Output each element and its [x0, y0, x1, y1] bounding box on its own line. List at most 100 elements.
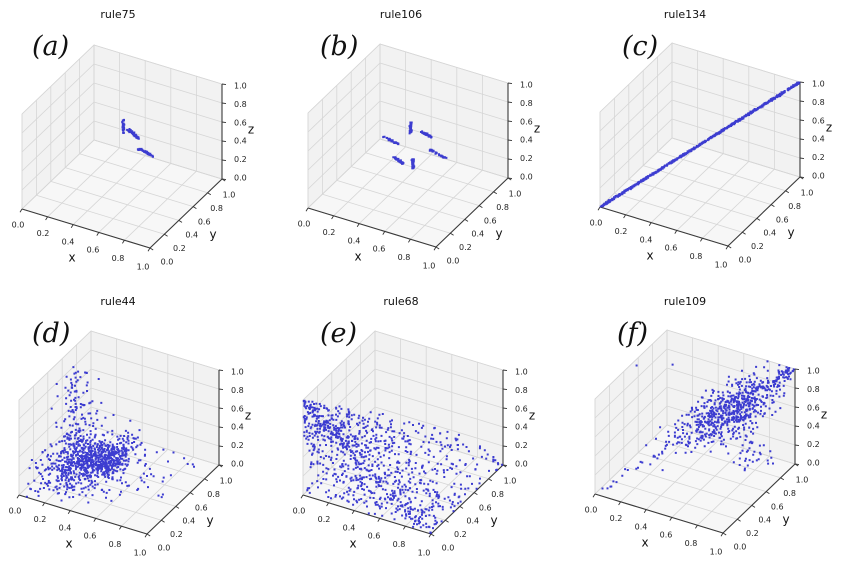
scatter-points [302, 399, 504, 534]
svg-text:0.8: 0.8 [496, 203, 509, 212]
svg-text:1.0: 1.0 [710, 548, 723, 557]
svg-text:z: z [529, 409, 535, 423]
svg-text:1.0: 1.0 [715, 261, 728, 270]
axis-spines [307, 83, 509, 248]
svg-text:1.0: 1.0 [223, 191, 236, 200]
svg-text:0.0: 0.0 [590, 219, 603, 228]
svg-text:z: z [821, 408, 827, 422]
svg-text:1.0: 1.0 [134, 549, 147, 558]
axis-spines [599, 82, 801, 247]
svg-text:x: x [65, 537, 72, 551]
svg-text:0.6: 0.6 [515, 404, 528, 413]
svg-text:y: y [490, 514, 497, 528]
svg-text:0.2: 0.2 [34, 515, 47, 524]
panel-letter: (c) [622, 31, 659, 62]
svg-text:0.4: 0.4 [640, 235, 653, 244]
svg-text:0.6: 0.6 [807, 403, 820, 412]
axis-spines [302, 370, 504, 535]
svg-text:0.8: 0.8 [520, 99, 533, 108]
svg-text:0.0: 0.0 [739, 256, 752, 265]
svg-text:0.6: 0.6 [665, 244, 678, 253]
svg-text:0.4: 0.4 [62, 237, 75, 246]
svg-text:z: z [245, 409, 251, 423]
tick-labels: 0.00.00.00.20.20.20.40.40.40.60.60.60.80… [590, 80, 825, 270]
grid-lines [594, 329, 796, 534]
svg-text:1.0: 1.0 [509, 190, 522, 199]
svg-text:0.6: 0.6 [231, 404, 244, 413]
plot-title: rule75 [100, 8, 136, 21]
svg-text:0.8: 0.8 [515, 386, 528, 395]
svg-text:0.8: 0.8 [788, 202, 801, 211]
svg-text:x: x [68, 251, 75, 265]
svg-text:0.8: 0.8 [685, 539, 698, 548]
plot3d-canvas: 0.00.00.00.20.20.20.40.40.40.60.60.60.80… [293, 330, 535, 558]
svg-text:1.0: 1.0 [807, 367, 820, 376]
svg-text:0.2: 0.2 [459, 243, 472, 252]
svg-text:0.4: 0.4 [466, 517, 479, 526]
subplot-rule106: 0.0 0.0 0.0 0.2 0.2 0.2 0.4 0.4 0.4 0.6 0.6 0.6 0.8 0… [283, 0, 566, 287]
svg-text:1.0: 1.0 [231, 368, 244, 377]
svg-text:0.8: 0.8 [807, 385, 820, 394]
svg-text:z: z [534, 122, 540, 136]
svg-text:0.0: 0.0 [812, 172, 825, 181]
svg-text:0.0: 0.0 [9, 507, 22, 516]
axis-labels: x y z [354, 122, 540, 264]
svg-text:0.2: 0.2 [807, 440, 820, 449]
svg-text:0.8: 0.8 [210, 204, 223, 213]
subplot-rule75: 0.0 0.0 0.0 0.2 0.2 0.2 0.4 0.4 0.4 0.6 0.6 0.6 0.8 0… [0, 0, 283, 287]
svg-text:0.6: 0.6 [234, 118, 247, 127]
tick-marks [19, 83, 227, 252]
grid-lines [302, 330, 504, 535]
svg-text:0.2: 0.2 [751, 242, 764, 251]
axis-labels: x y z [68, 123, 254, 265]
svg-text:z: z [826, 121, 832, 135]
svg-text:x: x [354, 250, 361, 264]
svg-text:0.0: 0.0 [12, 221, 25, 230]
svg-text:0.8: 0.8 [491, 490, 504, 499]
svg-text:0.2: 0.2 [812, 153, 825, 162]
svg-text:0.6: 0.6 [660, 531, 673, 540]
svg-text:0.4: 0.4 [515, 423, 528, 432]
plot3d-canvas: 0.00.00.00.20.20.20.40.40.40.60.60.60.80… [298, 43, 540, 271]
svg-text:x: x [646, 249, 653, 263]
svg-text:0.4: 0.4 [635, 522, 648, 531]
axes-panes [18, 330, 220, 535]
panel-letter: (f) [617, 318, 649, 349]
svg-text:1.0: 1.0 [234, 82, 247, 91]
plot-title: rule134 [663, 8, 707, 21]
svg-text:0.2: 0.2 [520, 154, 533, 163]
svg-text:0.0: 0.0 [298, 220, 311, 229]
tick-labels: 0.00.00.00.20.20.20.40.40.40.60.60.60.80… [585, 367, 820, 557]
svg-text:1.0: 1.0 [812, 80, 825, 89]
grid-lines [307, 43, 509, 248]
tick-labels: 0.00.00.00.20.20.20.40.40.40.60.60.60.80… [12, 82, 247, 272]
svg-text:y: y [782, 513, 789, 527]
subplot-rule134: 0.0 0.0 0.0 0.2 0.2 0.2 0.4 0.4 0.4 0.6 0.6 0.6 0.8 0… [567, 0, 850, 287]
svg-text:0.6: 0.6 [479, 503, 492, 512]
grid-lines [599, 42, 801, 247]
svg-text:0.0: 0.0 [515, 460, 528, 469]
svg-text:0.4: 0.4 [812, 135, 825, 144]
svg-text:0.4: 0.4 [348, 236, 361, 245]
svg-text:0.0: 0.0 [158, 544, 171, 553]
panel-letter: (e) [320, 318, 358, 349]
svg-text:0.0: 0.0 [234, 174, 247, 183]
svg-text:x: x [349, 537, 356, 551]
svg-text:y: y [787, 226, 794, 240]
svg-text:y: y [206, 514, 213, 528]
svg-text:0.8: 0.8 [109, 540, 122, 549]
svg-text:0.8: 0.8 [231, 386, 244, 395]
svg-text:0.6: 0.6 [520, 117, 533, 126]
axis-labels: x y z [65, 409, 251, 551]
svg-text:0.6: 0.6 [776, 215, 789, 224]
svg-text:0.0: 0.0 [520, 173, 533, 182]
plot-title: rule68 [383, 295, 419, 308]
plot-title: rule109 [663, 295, 707, 308]
svg-text:0.6: 0.6 [771, 502, 784, 511]
plot3d-canvas: 0.00.00.00.20.20.20.40.40.40.60.60.60.80… [12, 44, 254, 272]
svg-text:1.0: 1.0 [137, 263, 150, 272]
axes-panes [21, 44, 223, 249]
axis-spines [21, 84, 223, 249]
svg-text:0.2: 0.2 [173, 244, 186, 253]
tick-labels: 0.00.00.00.20.20.20.40.40.40.60.60.60.80… [293, 368, 528, 558]
